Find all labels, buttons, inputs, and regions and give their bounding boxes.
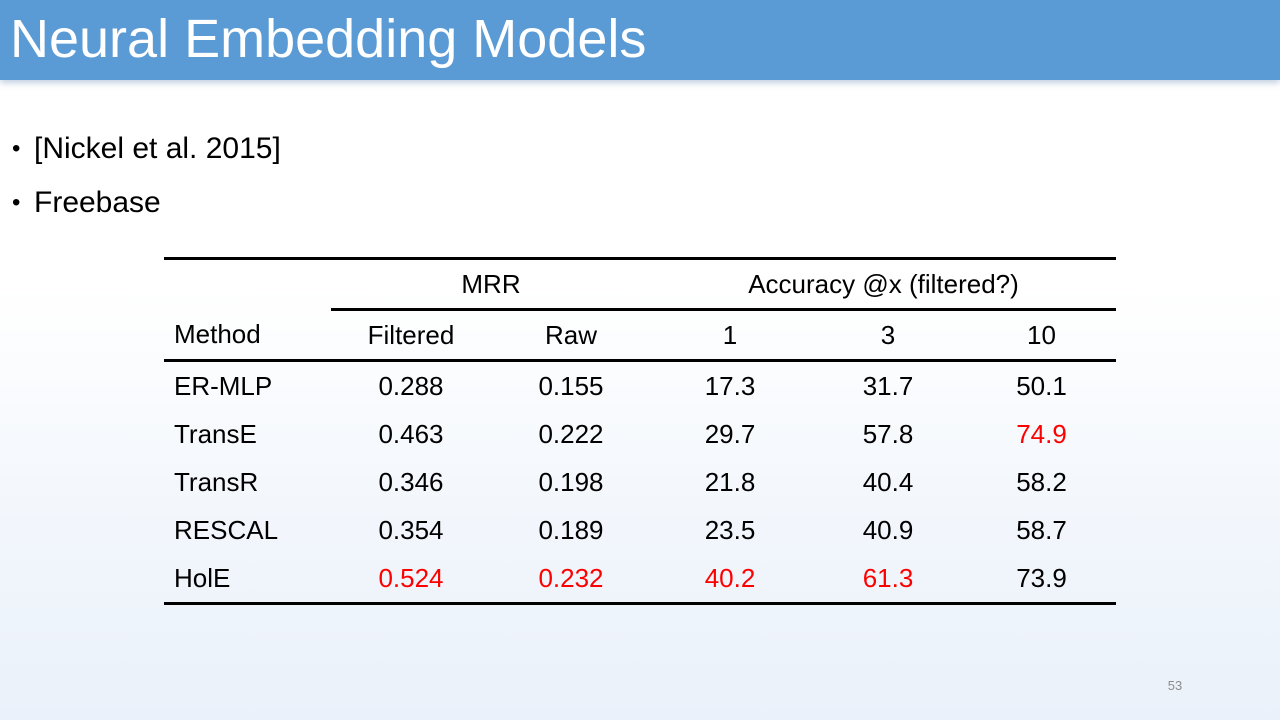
bullet-item-citation: • [Nickel et al. 2015] (12, 122, 281, 176)
cell-mrr-raw: 0.189 (538, 514, 604, 545)
cell-acc1: 21.8 (704, 466, 756, 497)
column-header-acc10: 10 (967, 309, 1116, 362)
cell-acc10: 58.7 (1016, 514, 1067, 545)
results-table-container: MRR Accuracy @x (filtered?) Method Filte… (164, 257, 1116, 605)
cell-acc1: 17.3 (704, 370, 756, 401)
cell-acc10-best: 74.9 (1016, 418, 1067, 449)
bullet-list: • [Nickel et al. 2015] • Freebase (12, 122, 281, 230)
page-number: 53 (1167, 678, 1183, 693)
cell-mrr-raw: 0.198 (538, 466, 604, 497)
table-row: ER-MLP 0.288 0.155 17.3 31.7 50.1 (164, 361, 1116, 411)
cell-mrr-filtered: 0.346 (378, 466, 444, 497)
results-table: MRR Accuracy @x (filtered?) Method Filte… (164, 257, 1116, 605)
column-header-method: Method (164, 309, 331, 362)
cell-acc3: 40.9 (862, 514, 914, 545)
cell-mrr-filtered: 0.354 (378, 514, 444, 545)
cell-method: HolE (164, 554, 331, 605)
table-header-row: Method Filtered Raw 1 3 10 (164, 309, 1116, 362)
cell-acc3: 31.7 (862, 370, 914, 401)
title-bar: Neural Embedding Models (0, 0, 1280, 80)
cell-acc1: 29.7 (704, 418, 756, 449)
group-header-accuracy: Accuracy @x (filtered?) (651, 257, 1116, 311)
cell-mrr-raw: 0.155 (538, 370, 604, 401)
cell-mrr-filtered: 0.288 (378, 370, 444, 401)
table-group-header-row: MRR Accuracy @x (filtered?) (164, 257, 1116, 311)
cell-mrr-filtered: 0.463 (378, 418, 444, 449)
cell-method: ER-MLP (174, 370, 273, 401)
table-row: TransR 0.346 0.198 21.8 40.4 58.2 (164, 458, 1116, 506)
cell-acc3-best: 61.3 (809, 554, 967, 605)
cell-mrr-raw: 0.222 (538, 418, 604, 449)
bullet-icon: • (12, 189, 21, 216)
slide-title: Neural Embedding Models (10, 9, 647, 69)
table-row: HolE 0.524 0.232 40.2 61.3 73.9 (164, 554, 1116, 605)
column-header-raw: Raw (491, 309, 651, 362)
cell-acc1-best: 40.2 (651, 554, 809, 605)
cell-acc3: 40.4 (862, 466, 914, 497)
column-header-acc1: 1 (651, 309, 809, 362)
cell-acc10: 58.2 (1016, 466, 1067, 497)
cell-method: TransR (174, 466, 259, 497)
cell-acc1: 23.5 (704, 514, 756, 545)
column-header-acc3: 3 (809, 309, 967, 362)
group-header-empty (164, 257, 331, 310)
bullet-text-dataset: Freebase (34, 186, 161, 219)
column-header-filtered: Filtered (331, 309, 491, 362)
bullet-icon: • (12, 135, 21, 162)
bullet-item-dataset: • Freebase (12, 176, 281, 230)
cell-method: TransE (174, 418, 257, 449)
cell-method: RESCAL (174, 514, 279, 545)
group-header-mrr: MRR (331, 257, 651, 311)
cell-mrr-raw-best: 0.232 (491, 554, 651, 605)
cell-acc3: 57.8 (862, 418, 914, 449)
cell-acc10: 50.1 (1016, 370, 1067, 401)
bullet-text-citation: [Nickel et al. 2015] (34, 132, 281, 165)
cell-mrr-filtered-best: 0.524 (331, 554, 491, 605)
table-row: TransE 0.463 0.222 29.7 57.8 74.9 (164, 410, 1116, 458)
cell-acc10: 73.9 (967, 554, 1116, 605)
table-row: RESCAL 0.354 0.189 23.5 40.9 58.7 (164, 506, 1116, 554)
